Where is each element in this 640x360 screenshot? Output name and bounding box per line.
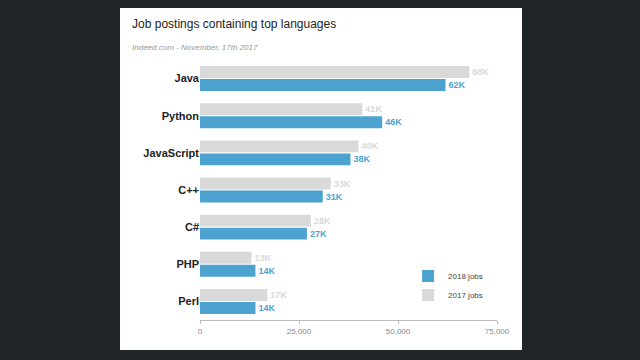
svg-text:Indeed.com - November, 17th 20: Indeed.com - November, 17th 2017 bbox=[132, 43, 258, 52]
svg-text:62K: 62K bbox=[449, 80, 466, 90]
svg-text:31K: 31K bbox=[326, 192, 343, 202]
svg-text:2017 jobs: 2017 jobs bbox=[448, 291, 483, 300]
svg-text:Perl: Perl bbox=[178, 295, 199, 307]
svg-text:25,000: 25,000 bbox=[287, 327, 312, 336]
svg-text:0: 0 bbox=[198, 327, 203, 336]
svg-text:75,000: 75,000 bbox=[485, 327, 510, 336]
svg-text:33K: 33K bbox=[334, 179, 351, 189]
svg-text:28K: 28K bbox=[314, 216, 331, 226]
svg-text:38K: 38K bbox=[353, 154, 370, 164]
svg-text:40K: 40K bbox=[361, 141, 378, 151]
svg-text:PHP: PHP bbox=[176, 258, 199, 270]
svg-text:14K: 14K bbox=[258, 266, 275, 276]
svg-text:41K: 41K bbox=[365, 104, 382, 114]
svg-text:JavaScript: JavaScript bbox=[143, 147, 199, 159]
svg-text:Python: Python bbox=[162, 110, 200, 122]
svg-text:C#: C# bbox=[185, 221, 199, 233]
svg-text:14K: 14K bbox=[258, 303, 275, 313]
svg-text:50,000: 50,000 bbox=[386, 327, 411, 336]
svg-text:Java: Java bbox=[175, 72, 200, 84]
svg-text:2018 jobs: 2018 jobs bbox=[448, 272, 483, 281]
svg-text:27K: 27K bbox=[310, 229, 327, 239]
svg-text:17K: 17K bbox=[270, 290, 287, 300]
svg-text:68K: 68K bbox=[472, 67, 489, 77]
svg-text:Job postings containing top la: Job postings containing top languages bbox=[132, 17, 336, 31]
svg-text:13K: 13K bbox=[254, 253, 271, 263]
svg-text:C++: C++ bbox=[178, 184, 199, 196]
svg-text:46K: 46K bbox=[385, 117, 402, 127]
